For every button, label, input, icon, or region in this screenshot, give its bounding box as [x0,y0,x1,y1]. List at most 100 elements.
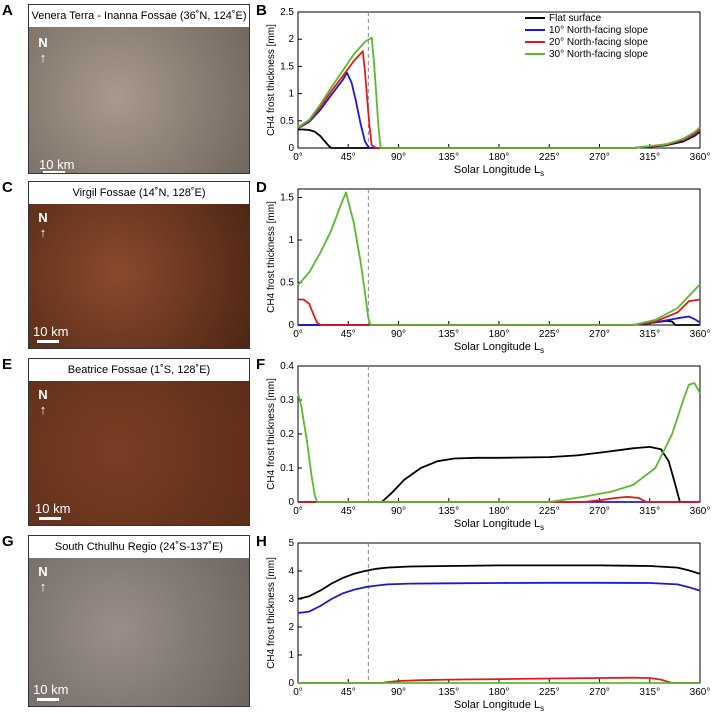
x-tick-label: 135° [438,329,459,340]
chart-f: 0° 45° 90° 135° 180° 225° 270° 315° 360° 0 0.1 0.2 0… [266,361,711,532]
y-tick-label: 0 [288,320,294,331]
x-tick-label: 135° [438,506,459,517]
panel-letter-f: F [256,356,266,373]
x-tick-label: 315° [639,329,660,340]
x-tick-label: 135° [438,687,459,698]
y-tick-label: 0.5 [280,278,294,289]
series-line [297,191,701,326]
chart-d: 0° 45° 90° 135° 180° 225° 270° 315° 360° 0 0.5 1 1.5… [266,188,711,355]
x-tick-label: 45° [341,506,356,517]
panel-letter-a: A [2,2,13,19]
x-tick-label: 90° [391,506,406,517]
plot-frame [297,365,701,503]
image-title-e: Beatrice Fossae (1˚S, 128˚E) [29,359,249,381]
y-tick-label: 0 [288,678,294,689]
y-tick-label: 3 [288,594,294,605]
north-arrow-icon: N ↑ [38,35,48,65]
x-tick-label: 90° [391,687,406,698]
x-tick-label: 0° [293,687,303,698]
north-arrow-icon: N ↑ [38,210,48,240]
scale-bar-g [37,698,59,701]
image-panel-e: Beatrice Fossae (1˚S, 128˚E) N ↑ 10 km [28,358,250,526]
legend-label: Flat surface [549,13,602,24]
x-tick-label: 315° [639,687,660,698]
x-tick-label: 180° [489,687,510,698]
x-tick-label: 90° [391,329,406,340]
plot-frame [297,542,701,684]
y-tick-label: 0 [288,497,294,508]
x-tick-label: 180° [489,152,510,163]
plot-frame [297,188,701,326]
y-tick-label: 2 [288,622,294,633]
y-tick-label: 1.5 [280,61,294,72]
series-line [298,446,700,503]
series-line [298,495,700,503]
x-tick-label: 180° [489,506,510,517]
chart-h: 0° 45° 90° 135° 180° 225° 270° 315° 360° 0 1 2 3 4 5 So… [266,538,711,713]
scale-label-c: 10 km [33,324,69,339]
x-tick-label: 360° [690,152,711,163]
y-tick-label: 2 [288,34,294,45]
x-tick-label: 360° [690,687,711,698]
series-line [298,298,701,326]
panel-letter-b: B [256,2,267,19]
image-title-c: Virgil Fossae (14˚N, 128˚E) [29,182,249,204]
scale-bar-e [39,517,61,520]
image-panel-g: South Cthulhu Regio (24˚S-137˚E) N ↑ 10 k… [28,535,250,707]
y-tick-label: 1 [288,650,294,661]
scale-bar-a [43,171,65,173]
x-tick-label: 270° [589,152,610,163]
series-line [297,564,701,600]
x-tick-label: 45° [341,152,356,163]
series-line [298,128,701,149]
y-axis-label: CH4 frost thickness [mm] [266,201,277,313]
scale-label-e: 10 km [35,501,71,516]
x-tick-label: 360° [690,506,711,517]
x-tick-label: 0° [293,506,303,517]
y-tick-label: 0 [288,143,294,154]
x-axis-label: Solar Longitude Ls [454,699,544,713]
image-panel-c: Virgil Fossae (14˚N, 128˚E) N ↑ 10 km [28,181,250,349]
north-arrow-icon: N ↑ [38,564,48,594]
y-axis-label: CH4 frost thickness [mm] [266,24,277,136]
panel-letter-g: G [2,533,14,550]
y-tick-label: 0.2 [280,429,294,440]
chart-b: 0° 45° 90° 135° 180° 225° 270° 315° 360° 0 0.5 1 1.5… [266,7,711,178]
legend-label: 20° North-facing slope [549,37,648,48]
x-tick-label: 0° [293,329,303,340]
y-axis-label: CH4 frost thickness [mm] [266,557,277,669]
y-tick-label: 1 [288,89,294,100]
x-tick-label: 45° [341,329,356,340]
x-tick-label: 270° [589,687,610,698]
x-tick-label: 225° [539,506,560,517]
x-tick-label: 270° [589,329,610,340]
y-tick-label: 1.5 [280,193,294,204]
y-axis-label: CH4 frost thickness [mm] [266,378,277,490]
y-tick-label: 4 [288,566,294,577]
x-tick-label: 225° [539,152,560,163]
x-tick-label: 360° [690,329,711,340]
x-axis-label: Solar Longitude Ls [454,518,544,532]
series-line [297,581,701,614]
x-tick-label: 225° [539,687,560,698]
panel-letter-d: D [256,179,267,196]
x-tick-label: 90° [391,152,406,163]
panel-letter-h: H [256,533,267,550]
y-tick-label: 1 [288,235,294,246]
y-tick-label: 0.5 [280,116,294,127]
scale-label-g: 10 km [33,682,69,697]
north-arrow-icon: N ↑ [38,387,48,417]
y-tick-label: 2.5 [280,7,294,18]
series-line [297,50,701,149]
series-line [298,676,700,684]
y-tick-label: 0.1 [280,463,294,474]
x-tick-label: 315° [639,506,660,517]
x-tick-label: 180° [489,329,510,340]
legend-label: 10° North-facing slope [549,25,648,36]
scale-bar-c [37,340,59,343]
series-line [297,382,701,503]
image-panel-a: Venera Terra - Inanna Fossae (36˚N, 124˚… [28,4,250,174]
x-tick-label: 0° [293,152,303,163]
x-axis-label: Solar Longitude Ls [454,164,544,178]
x-tick-label: 270° [589,506,610,517]
